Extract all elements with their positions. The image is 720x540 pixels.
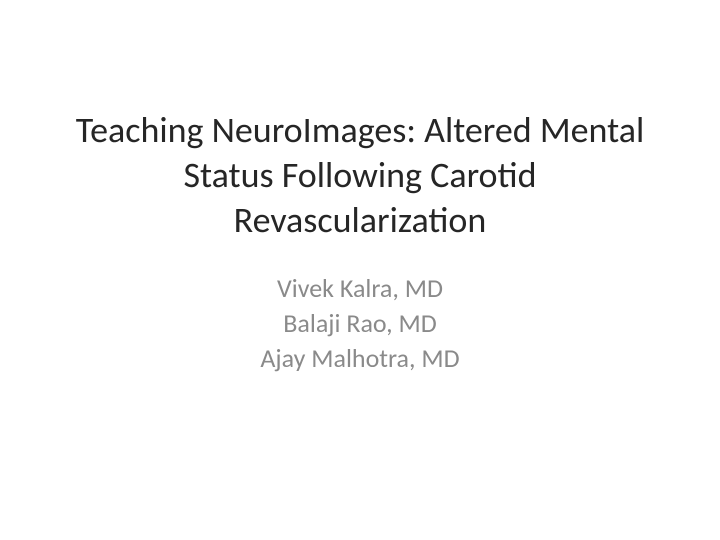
slide-container: Teaching NeuroImages: Altered Mental Sta… <box>0 0 720 540</box>
slide-title: Teaching NeuroImages: Altered Mental Sta… <box>60 108 660 243</box>
author-line: Ajay Malhotra, MD <box>0 341 720 376</box>
authors-block: Vivek Kalra, MD Balaji Rao, MD Ajay Malh… <box>0 271 720 376</box>
author-line: Vivek Kalra, MD <box>0 271 720 306</box>
author-line: Balaji Rao, MD <box>0 306 720 341</box>
